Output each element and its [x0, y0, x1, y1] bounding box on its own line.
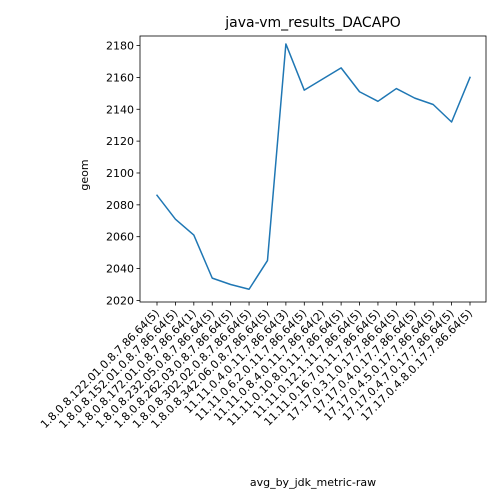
y-tick-label: 2100: [106, 167, 134, 180]
y-tick-label: 2060: [106, 231, 134, 244]
y-tick-label: 2040: [106, 263, 134, 276]
y-tick-label: 2080: [106, 199, 134, 212]
x-axis-label: avg_by_jdk_metric-raw: [250, 476, 376, 489]
y-tick-label: 2020: [106, 294, 134, 307]
y-axis-label: geom: [78, 159, 91, 190]
y-tick-label: 2160: [106, 71, 134, 84]
y-tick-label: 2180: [106, 40, 134, 53]
chart-title: java-vm_results_DACAPO: [224, 15, 401, 31]
y-tick-label: 2120: [106, 135, 134, 148]
y-tick-label: 2140: [106, 103, 134, 116]
